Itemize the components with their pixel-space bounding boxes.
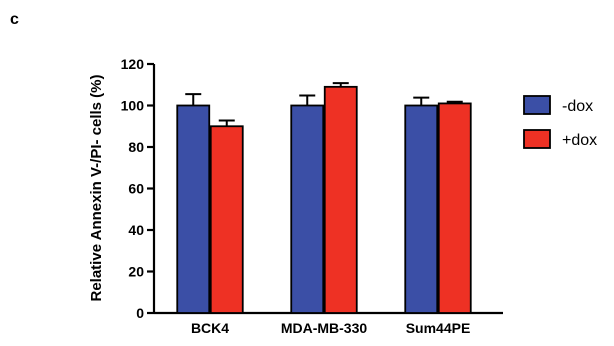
legend-swatch	[523, 95, 551, 115]
legend-label: +dox	[562, 132, 597, 149]
y-tick-label: 40	[128, 222, 144, 238]
legend: -dox +dox	[523, 95, 597, 149]
legend-label: -dox	[562, 98, 593, 115]
y-tick-label: 20	[128, 264, 144, 280]
bar-dox-bck4	[209, 125, 244, 314]
y-axis-label: Relative Annexin V-/PI- cells (%)	[88, 74, 105, 301]
bar-dox-sum44pe	[404, 104, 439, 314]
x-tick-label: Sum44PE	[406, 320, 471, 336]
y-axis-label-group: Relative Annexin V-/PI- cells (%)	[88, 74, 105, 301]
x-tick-label: MDA-MB-330	[281, 320, 368, 336]
y-tick-label: 60	[128, 181, 144, 197]
bar-dox-sum44pe	[437, 102, 472, 314]
bar-dox-bck4	[176, 104, 211, 314]
y-tick-label: 100	[121, 98, 145, 114]
panel-label: c	[10, 11, 19, 28]
y-tick-label: 80	[128, 139, 144, 155]
bar-dox-mda-mb-330	[323, 85, 358, 314]
y-tick-label: 0	[136, 305, 144, 321]
legend-swatch	[523, 129, 551, 149]
x-tick-labels: BCK4 MDA-MB-330 Sum44PE	[191, 320, 470, 336]
bars	[176, 82, 472, 314]
y-tick-label: 120	[121, 56, 145, 72]
x-tick-label: BCK4	[191, 320, 229, 336]
bar-dox-mda-mb-330	[290, 104, 325, 314]
